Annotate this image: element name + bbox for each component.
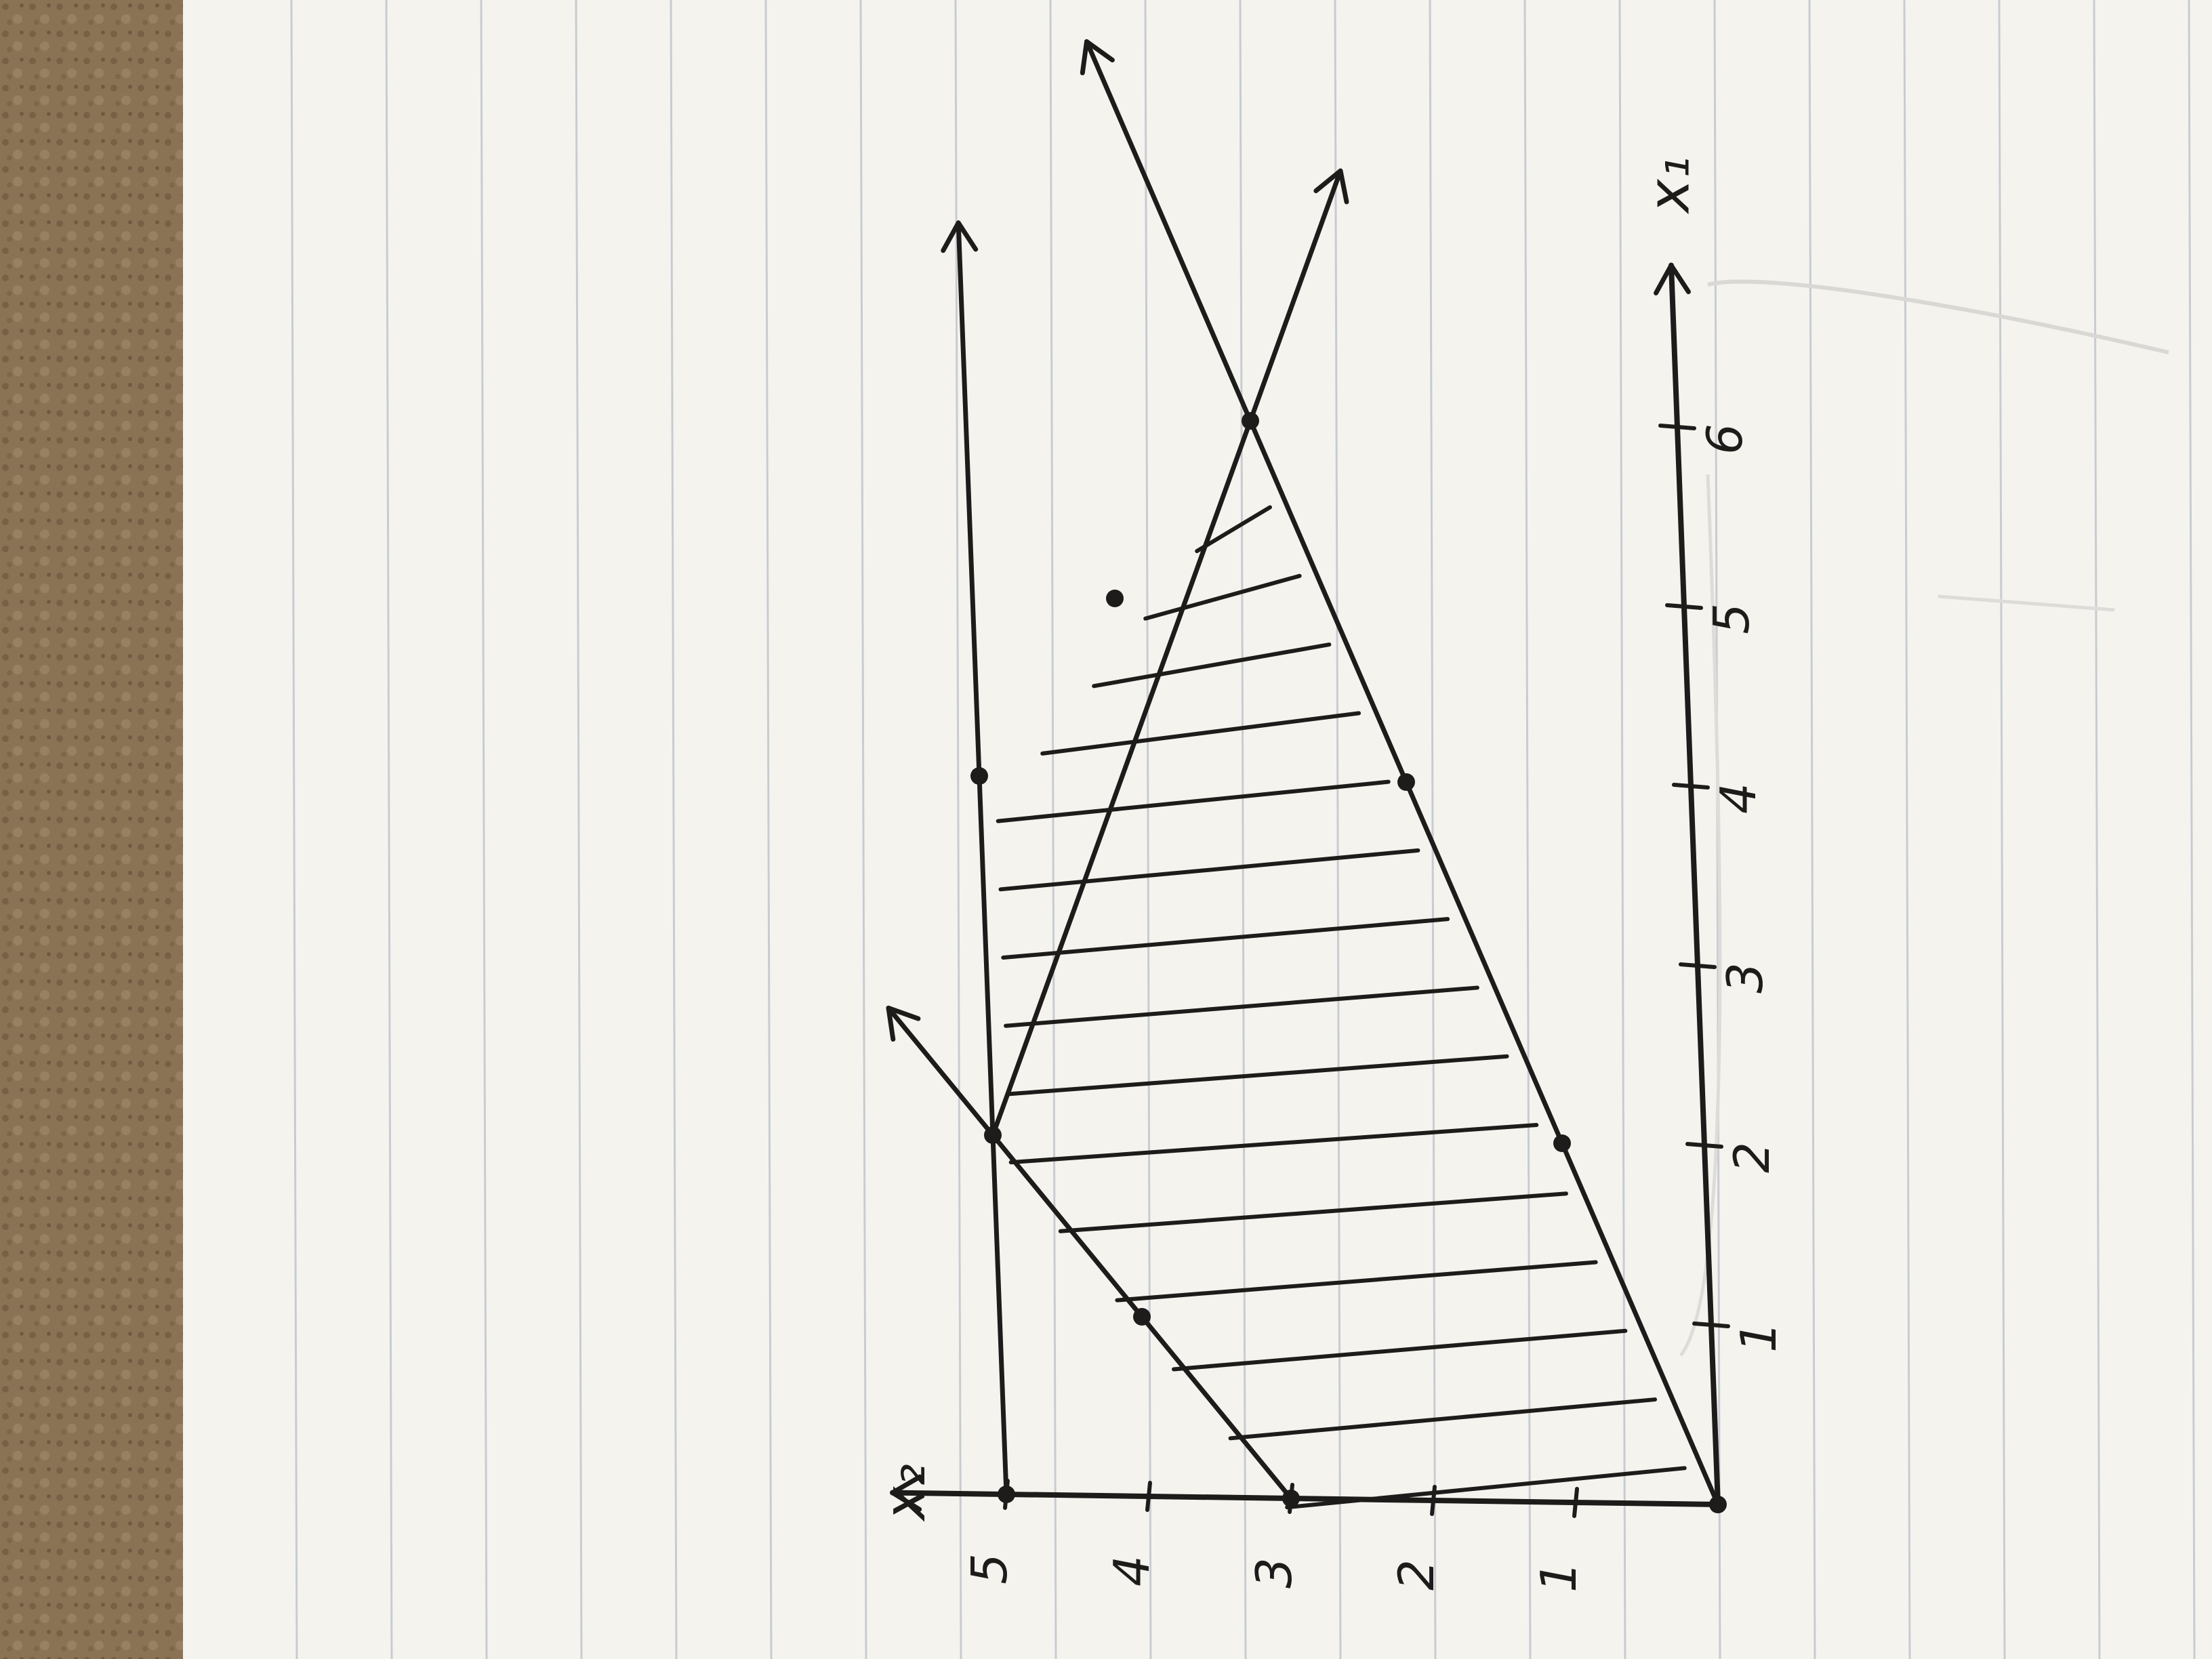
x1-tick-label: 1 bbox=[1730, 1322, 1787, 1353]
hatch-stroke bbox=[1040, 711, 1361, 756]
x2-tick bbox=[1145, 1481, 1152, 1512]
hatch-stroke bbox=[1058, 1191, 1568, 1233]
marked-point bbox=[1397, 773, 1415, 791]
rule-line bbox=[575, 0, 583, 1659]
hand-drawn-graph: 1 2 3 4 5 6 1 2 3 4 5 x₁ x₂ bbox=[872, 39, 1787, 1593]
rule-line bbox=[1998, 0, 2006, 1659]
x1-tick bbox=[1665, 603, 1703, 610]
rule-line bbox=[290, 0, 298, 1659]
rule-line bbox=[1334, 0, 1342, 1659]
ghost-stroke bbox=[1938, 594, 2115, 612]
x1-tick bbox=[1672, 783, 1710, 790]
hatch-stroke bbox=[1092, 642, 1332, 689]
x2-tick bbox=[1572, 1487, 1579, 1518]
x2-tick-label: 2 bbox=[1388, 1559, 1445, 1591]
x1-tick-label: 6 bbox=[1696, 424, 1753, 455]
paper-rule-lines bbox=[290, 0, 2196, 1659]
x1-tick bbox=[1685, 1142, 1723, 1149]
rule-line bbox=[385, 0, 393, 1659]
marked-point bbox=[1133, 1308, 1151, 1326]
rule-line bbox=[2093, 0, 2101, 1659]
rule-line bbox=[859, 0, 867, 1659]
rule-line bbox=[1903, 0, 1911, 1659]
rule-line bbox=[764, 0, 773, 1659]
constraint-arrowhead bbox=[1080, 39, 1115, 76]
marked-point bbox=[1106, 590, 1124, 607]
x2-tick-label: 4 bbox=[1103, 1555, 1160, 1586]
x2-axis-label: x₂ bbox=[872, 1464, 938, 1522]
rule-line bbox=[954, 0, 962, 1659]
constraint-line bbox=[1084, 39, 1721, 1507]
x2-axis-arrowhead bbox=[890, 1474, 922, 1512]
hatch-stroke bbox=[996, 779, 1391, 823]
marked-point bbox=[1242, 412, 1259, 430]
hatch-stroke bbox=[1115, 1260, 1598, 1303]
x2-tick-label: 5 bbox=[961, 1553, 1018, 1584]
x2-axis bbox=[890, 1490, 1721, 1507]
rule-line bbox=[1239, 0, 1247, 1659]
constraint-arrowhead bbox=[886, 1005, 921, 1042]
x1-tick-label: 5 bbox=[1703, 603, 1760, 634]
constraint-line bbox=[956, 220, 1009, 1497]
rule-line bbox=[1808, 0, 1816, 1659]
rule-line bbox=[2188, 0, 2196, 1659]
x1-tick-label: 4 bbox=[1710, 783, 1767, 814]
constraint-arrowhead bbox=[941, 220, 979, 253]
rule-line bbox=[1144, 0, 1152, 1659]
rule-line bbox=[480, 0, 488, 1659]
ghost-stroke bbox=[1707, 279, 2169, 354]
x2-tick-label: 1 bbox=[1530, 1561, 1587, 1593]
desk-surface bbox=[0, 0, 203, 1659]
x1-axis-label: x₁ bbox=[1636, 157, 1702, 215]
hatch-stroke bbox=[1285, 1466, 1687, 1510]
hatch-stroke bbox=[1195, 505, 1272, 554]
hatch-stroke bbox=[1004, 985, 1479, 1028]
marked-point bbox=[970, 767, 988, 785]
rule-line bbox=[1049, 0, 1057, 1659]
x1-tick bbox=[1658, 424, 1696, 430]
hatch-stroke bbox=[1006, 1054, 1509, 1097]
x1-axis bbox=[1668, 262, 1721, 1507]
x2-tick-label: 3 bbox=[1246, 1557, 1303, 1589]
rule-line bbox=[1618, 0, 1626, 1659]
x1-tick bbox=[1692, 1322, 1730, 1328]
hatch-stroke bbox=[1001, 917, 1450, 960]
hatch-stroke bbox=[998, 848, 1420, 892]
hatch-stroke bbox=[1172, 1328, 1628, 1372]
marked-point bbox=[984, 1126, 1002, 1144]
constraint-line bbox=[886, 1005, 1294, 1501]
hatch-stroke bbox=[1008, 1122, 1539, 1165]
marked-point bbox=[1553, 1134, 1571, 1152]
hatch-stroke bbox=[1143, 573, 1302, 621]
marked-point bbox=[998, 1486, 1015, 1503]
x1-tick bbox=[1679, 962, 1717, 969]
x1-tick-label: 3 bbox=[1717, 962, 1774, 994]
marked-point bbox=[1282, 1490, 1300, 1507]
constraint-line bbox=[990, 168, 1343, 1138]
marked-point bbox=[1709, 1496, 1727, 1513]
x1-axis-arrowhead bbox=[1654, 263, 1691, 295]
ghost-stroke bbox=[1679, 474, 1722, 1357]
rule-line bbox=[1523, 0, 1532, 1659]
constraint-arrowhead bbox=[1313, 168, 1349, 205]
rule-line bbox=[1429, 0, 1437, 1659]
hatch-stroke bbox=[1228, 1397, 1658, 1441]
rule-line bbox=[670, 0, 678, 1659]
x1-tick-label: 2 bbox=[1723, 1142, 1780, 1173]
